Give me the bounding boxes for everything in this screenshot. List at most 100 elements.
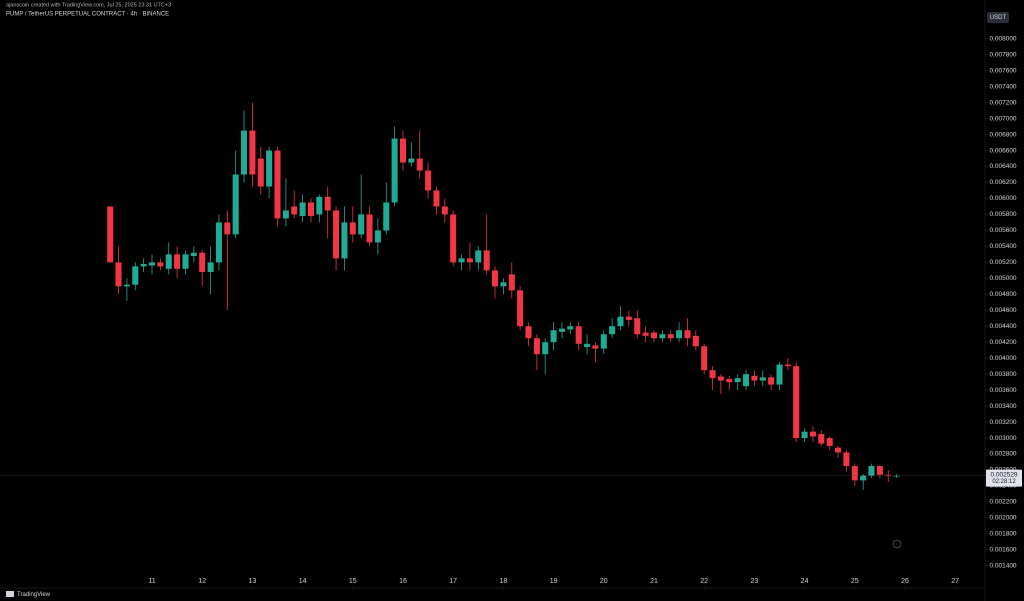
y-tick-label: 0.007200 xyxy=(989,99,1016,106)
candle-body xyxy=(132,266,139,285)
y-tick-label: 0.004200 xyxy=(989,339,1016,346)
y-tick-label: 0.003600 xyxy=(989,387,1016,394)
y-tick-label: 0.003400 xyxy=(989,403,1016,410)
candle-body xyxy=(333,210,340,259)
candle-body xyxy=(709,370,716,379)
last-price-box xyxy=(986,469,1022,487)
candle-body xyxy=(650,332,658,339)
candle-body xyxy=(391,138,398,203)
candle-body xyxy=(257,158,264,187)
candle-body xyxy=(358,214,365,235)
candle-body xyxy=(592,345,599,349)
y-tick-label: 0.004400 xyxy=(989,323,1016,330)
candle-body xyxy=(450,214,457,263)
x-tick-label: 14 xyxy=(299,578,307,585)
candle-body xyxy=(893,475,900,477)
y-tick-label: 0.006800 xyxy=(989,131,1016,138)
candle-body xyxy=(759,377,766,381)
candle-body xyxy=(826,438,833,447)
y-tick-label: 0.003800 xyxy=(989,371,1016,378)
candle-body xyxy=(416,158,423,171)
candle-body xyxy=(659,334,666,339)
candle-body xyxy=(843,452,850,467)
candle-body xyxy=(676,330,683,339)
candle-body xyxy=(224,222,231,235)
candle-body xyxy=(742,374,750,387)
candle-body xyxy=(793,366,800,439)
candle-body xyxy=(784,364,791,367)
candle-body xyxy=(157,262,164,267)
candle-body xyxy=(567,326,574,330)
candle-body xyxy=(266,150,273,187)
candle-body xyxy=(860,475,867,481)
currency: USDT xyxy=(990,15,1007,21)
credit: ajanscoin created with TradingView.com, … xyxy=(6,2,171,8)
chart-title: PUMP / TetherUS PERPETUAL CONTRACT · 4h … xyxy=(6,12,169,18)
candle-body xyxy=(500,282,507,287)
candle-body xyxy=(542,342,549,355)
candle-body xyxy=(190,252,197,256)
candle-body xyxy=(584,343,591,348)
x-tick-label: 24 xyxy=(801,578,809,585)
candle-body xyxy=(182,254,189,269)
candle-body xyxy=(123,284,130,287)
candle-body xyxy=(433,190,440,207)
candle-body xyxy=(768,377,775,385)
candle-body xyxy=(374,230,381,243)
x-tick-label: 17 xyxy=(449,578,457,585)
candle-body xyxy=(776,364,783,385)
candle-body xyxy=(667,334,674,339)
logo xyxy=(6,591,14,597)
x-tick-label: 25 xyxy=(851,578,859,585)
candle-body xyxy=(525,326,532,339)
candle-body xyxy=(458,258,465,263)
candle-body xyxy=(558,328,565,332)
y-tick-label: 0.001600 xyxy=(989,547,1016,554)
candle-body xyxy=(107,206,114,263)
candle-body xyxy=(625,316,632,320)
candle-body xyxy=(441,206,448,215)
candle-body xyxy=(600,334,607,349)
y-tick-label: 0.005200 xyxy=(989,259,1016,266)
candle-body xyxy=(609,326,616,335)
candle-body xyxy=(383,202,390,231)
candle-body xyxy=(425,170,432,191)
candle-body xyxy=(726,378,733,383)
x-tick-label: 21 xyxy=(650,578,658,585)
candle-body xyxy=(274,150,281,219)
candle-body xyxy=(282,210,289,219)
candle-body xyxy=(341,222,348,259)
candle-body xyxy=(165,254,172,269)
candle-body xyxy=(199,252,206,272)
x-tick-label: 16 xyxy=(399,578,407,585)
y-tick-label: 0.007400 xyxy=(989,83,1016,90)
x-tick-label: 15 xyxy=(349,578,357,585)
candle-body xyxy=(408,158,415,163)
candle-body xyxy=(483,250,490,271)
last-price-label: 0.002529 xyxy=(990,471,1017,478)
candle-body xyxy=(751,375,758,381)
x-tick-label: 13 xyxy=(249,578,257,585)
candle-body xyxy=(316,196,323,215)
candle-body xyxy=(466,258,473,263)
candle-body xyxy=(140,263,147,267)
candle-body xyxy=(885,474,892,476)
y-tick-label: 0.004000 xyxy=(989,355,1016,362)
candle-body xyxy=(241,130,248,175)
countdown: 02:28:12 xyxy=(992,479,1016,485)
candle-body xyxy=(291,206,298,215)
candle-body xyxy=(801,431,808,439)
candle-body xyxy=(349,222,356,235)
x-tick-label: 12 xyxy=(198,578,206,585)
candle-body xyxy=(876,466,883,475)
candle-body xyxy=(642,332,649,336)
candle-body xyxy=(517,290,524,327)
x-tick-label: 26 xyxy=(901,578,909,585)
x-tick-label: 20 xyxy=(600,578,608,585)
goto-icon[interactable] xyxy=(892,539,902,549)
y-tick-label: 0.006600 xyxy=(989,147,1016,154)
candle-body xyxy=(491,270,499,287)
